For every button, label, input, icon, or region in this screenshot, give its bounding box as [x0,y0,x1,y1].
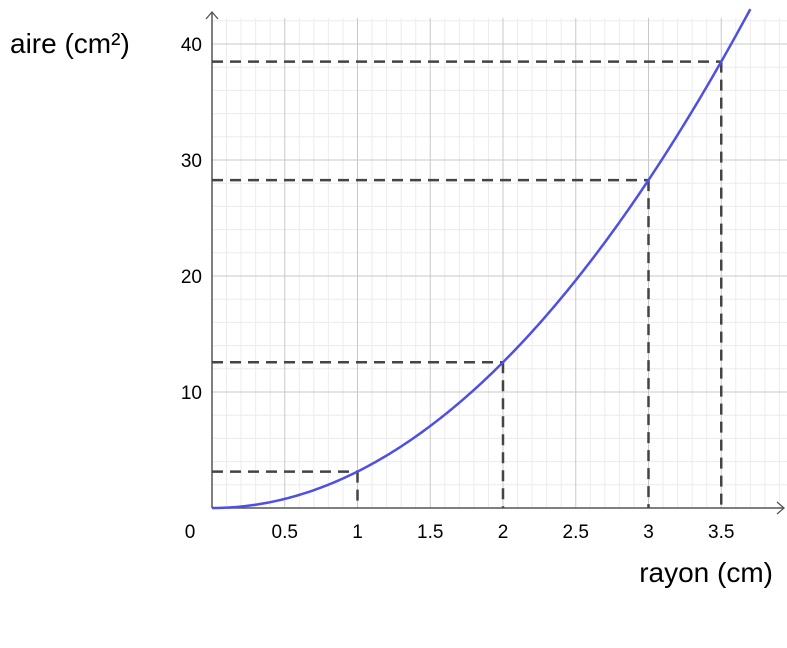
minor-grid [212,18,787,508]
y-tick-label: 20 [181,267,202,288]
curve-layer [211,8,752,510]
tick-labels: 0.5 1 1.5 2 2.5 3 3.5 10 20 30 40 [181,35,735,543]
origin-label: 0 [185,522,196,543]
x-tick-label: 3 [643,522,654,543]
axes [205,11,785,515]
y-axis-arrow [205,11,219,20]
x-axis-title: rayon (cm) [639,557,773,588]
x-tick-label: 3.5 [708,522,734,543]
area-curve [211,8,752,510]
x-tick-label: 2 [498,522,509,543]
guide-lines [212,60,723,508]
y-tick-label: 30 [181,151,202,172]
x-tick-label: 0.5 [272,522,298,543]
x-axis-arrow [776,501,785,515]
y-axis-title: aire (cm²) [10,28,130,59]
major-grid [212,18,787,508]
y-tick-label: 40 [181,35,202,56]
x-tick-label: 1.5 [417,522,443,543]
y-tick-label: 10 [181,383,202,404]
x-tick-label: 1 [352,522,363,543]
x-tick-label: 2.5 [563,522,589,543]
